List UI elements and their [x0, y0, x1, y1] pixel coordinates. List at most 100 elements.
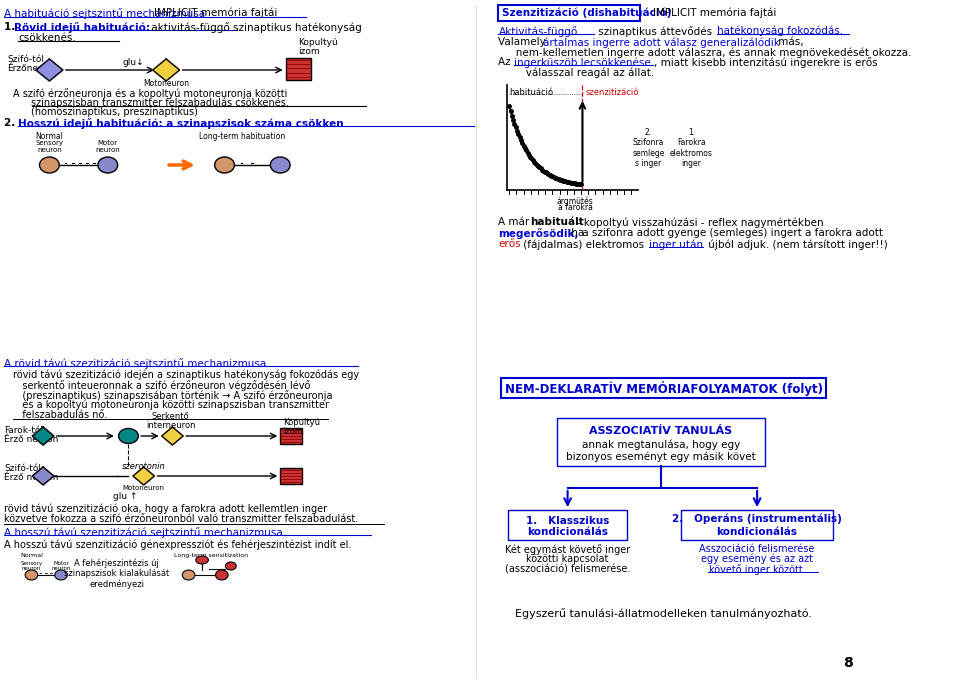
Text: rövid távú szezitizáció idején a szinaptikus hatékonyság fokozódás egy: rövid távú szezitizáció idején a szinapt… [12, 370, 359, 380]
Text: Hosszú idejű habituáció: a szinapszisok száma csökken: Hosszú idejű habituáció: a szinapszisok … [18, 118, 344, 129]
Text: 1.: 1. [5, 22, 19, 32]
Text: Asszociáció felismerése: Asszociáció felismerése [700, 544, 815, 554]
Ellipse shape [182, 570, 195, 580]
Text: (homoszinaptikus, preszinaptikus): (homoszinaptikus, preszinaptikus) [32, 107, 199, 117]
Text: szenzitizáció: szenzitizáció [586, 88, 638, 97]
Text: a szifonra adott gyenge (semleges) ingert a farokra adott: a szifonra adott gyenge (semleges) inger… [579, 228, 883, 238]
Bar [280, 428, 301, 444]
Text: újból adjuk. (nem társított inger!!): újból adjuk. (nem társított inger!!) [705, 239, 888, 250]
Text: izom: izom [283, 427, 303, 436]
Text: serkentő inteueronnak a szifó érzőneuron végződésén lévő: serkentő inteueronnak a szifó érzőneuron… [12, 380, 310, 391]
Text: 2.
Szifonra
semlege
s inger: 2. Szifonra semlege s inger [633, 128, 664, 168]
Text: ingerküszöb lecsökkenése: ingerküszöb lecsökkenése [514, 57, 651, 68]
Text: egy esemény és az azt: egy esemény és az azt [701, 554, 813, 564]
Text: 2.: 2. [5, 118, 23, 128]
Text: Kopultyú: Kopultyú [283, 418, 320, 427]
Text: és a kopoltyú motoneuronja közötti szinapszisban transzmitter: és a kopoltyú motoneuronja közötti szina… [12, 400, 328, 410]
Text: A hosszú távú szenzitizáció génexpressziót és fehérjeszintézist indít el.: A hosszú távú szenzitizáció génexpresszi… [5, 539, 352, 549]
Polygon shape [36, 59, 62, 81]
Text: 8: 8 [844, 656, 853, 670]
Text: (asszociáció) felismerése.: (asszociáció) felismerése. [505, 564, 631, 574]
Text: erős: erős [498, 239, 521, 249]
Bar [681, 510, 833, 540]
Bar [501, 378, 827, 398]
Text: neuron: neuron [95, 147, 120, 153]
Text: a farokra: a farokra [558, 203, 592, 212]
Text: megerősödik,: megerősödik, [498, 228, 579, 239]
Text: csökkenés.: csökkenés. [18, 33, 76, 43]
Ellipse shape [118, 428, 138, 443]
Text: kondicionálás: kondicionálás [716, 527, 798, 537]
Bar [509, 510, 627, 540]
Text: bizonyos eseményt egy másik követ: bizonyos eseményt egy másik követ [566, 451, 756, 462]
Text: Két egymást követő inger: Két egymást követő inger [505, 544, 630, 555]
Text: Az: Az [498, 57, 515, 67]
Text: (fájdalmas) elektromos: (fájdalmas) elektromos [520, 239, 647, 250]
Text: A szifó érzőneuronja és a kopoltyú motoneuronja közötti: A szifó érzőneuronja és a kopoltyú moton… [13, 88, 288, 99]
Ellipse shape [25, 570, 37, 580]
Text: Long-term sensitization: Long-term sensitization [174, 553, 248, 558]
Text: aktivitás-függő szinaptikus hatékonyság: aktivitás-függő szinaptikus hatékonyság [148, 22, 362, 33]
Text: A rövid távú szezitizáció sejtszintű mechanizmusa: A rövid távú szezitizáció sejtszintű mec… [5, 358, 267, 369]
Text: Long-term habituation: Long-term habituation [200, 132, 286, 141]
Text: Szifó-tól: Szifó-tól [7, 55, 44, 64]
Text: neuron: neuron [52, 566, 71, 571]
Text: Sensory: Sensory [36, 140, 63, 146]
Text: Normal: Normal [20, 553, 43, 558]
Text: inger után: inger után [649, 239, 704, 250]
Text: válasszal reagál az állat.: válasszal reagál az állat. [516, 67, 655, 77]
Polygon shape [33, 467, 54, 485]
Polygon shape [153, 59, 180, 81]
Text: Farok-tól: Farok-tól [5, 426, 43, 435]
Text: – kopoltyú visszahúzási - reflex nagymértékben: – kopoltyú visszahúzási - reflex nagymér… [572, 217, 824, 228]
Text: más,: más, [775, 37, 804, 47]
Ellipse shape [39, 157, 60, 173]
Text: interneuron: interneuron [146, 421, 196, 430]
Text: árgmütés: árgmütés [557, 196, 593, 205]
Text: ASSZOCIATÍV TANULÁS: ASSZOCIATÍV TANULÁS [589, 426, 732, 436]
Bar [285, 58, 311, 80]
Text: A hosszú távú szenzitizáció sejtszintű mechanizmusa: A hosszú távú szenzitizáció sejtszintű m… [5, 527, 283, 538]
Text: Egyszerű tanulási-állatmodelleken tanulmányozható.: Egyszerű tanulási-állatmodelleken tanulm… [516, 608, 812, 619]
Text: szinapszisban transzmitter felszabadulás csökkenés.: szinapszisban transzmitter felszabadulás… [32, 97, 289, 107]
Text: Kopultyú: Kopultyú [299, 38, 338, 47]
Ellipse shape [216, 570, 228, 580]
Text: glu ↑: glu ↑ [113, 492, 138, 501]
Ellipse shape [226, 562, 236, 570]
Text: 1.   Klasszikus: 1. Klasszikus [526, 516, 610, 526]
Text: izom: izom [299, 47, 320, 56]
Text: felszabadulás nő.: felszabadulás nő. [12, 410, 107, 420]
Text: NEM-DEKLARATÍV MEMÓRIAFOLYAMATOK (folyt): NEM-DEKLARATÍV MEMÓRIAFOLYAMATOK (folyt) [505, 380, 823, 395]
Text: 2.   Operáns (instrumentális): 2. Operáns (instrumentális) [672, 514, 842, 525]
Text: Érző neuron: Érző neuron [5, 435, 59, 444]
Polygon shape [132, 467, 155, 485]
Polygon shape [33, 427, 54, 445]
Text: Szenzitizáció (dishabituáció): Szenzitizáció (dishabituáció) [502, 8, 672, 18]
Text: közötti kapcsolat: közötti kapcsolat [526, 554, 609, 564]
Text: habituált: habituált [530, 217, 584, 227]
Text: neuron: neuron [22, 566, 41, 571]
Text: közvetve fokozza a szifó érzőneuronból való transzmitter felszabadulást.: közvetve fokozza a szifó érzőneuronból v… [5, 514, 359, 524]
Text: , miatt kisebb intenzitású ingerekre is erős: , miatt kisebb intenzitású ingerekre is … [654, 57, 877, 68]
Text: A már: A már [498, 217, 533, 227]
Text: IMPLICIT memória fajtái: IMPLICIT memória fajtái [154, 8, 277, 18]
Ellipse shape [55, 570, 67, 580]
Bar [557, 418, 765, 466]
Text: (preszinaptikus) szinapszisában történik → A szifó érzőneuronja: (preszinaptikus) szinapszisában történik… [12, 390, 332, 401]
Text: glu↓: glu↓ [122, 58, 144, 67]
Text: Érzőneuron: Érzőneuron [7, 64, 59, 73]
Text: 1.
Farokra
elektromos
inger: 1. Farokra elektromos inger [670, 128, 713, 168]
Text: Motoneuron: Motoneuron [123, 485, 165, 491]
Text: Aktivitás-függő: Aktivitás-függő [498, 26, 578, 37]
Ellipse shape [196, 556, 208, 564]
Text: annak megtanulása, hogy egy: annak megtanulása, hogy egy [582, 440, 740, 451]
Bar [498, 5, 640, 21]
Text: Serkentő: Serkentő [152, 412, 189, 421]
Text: Motoneuron: Motoneuron [143, 79, 189, 88]
Ellipse shape [215, 157, 234, 173]
Text: Rövid idejű habituáció:: Rövid idejű habituáció: [14, 22, 151, 33]
Text: Szifó-tól: Szifó-tól [5, 464, 41, 473]
Polygon shape [161, 427, 183, 445]
Text: Valamely: Valamely [498, 37, 549, 47]
Text: IMPLICIT memória fajtái: IMPLICIT memória fajtái [653, 8, 777, 18]
